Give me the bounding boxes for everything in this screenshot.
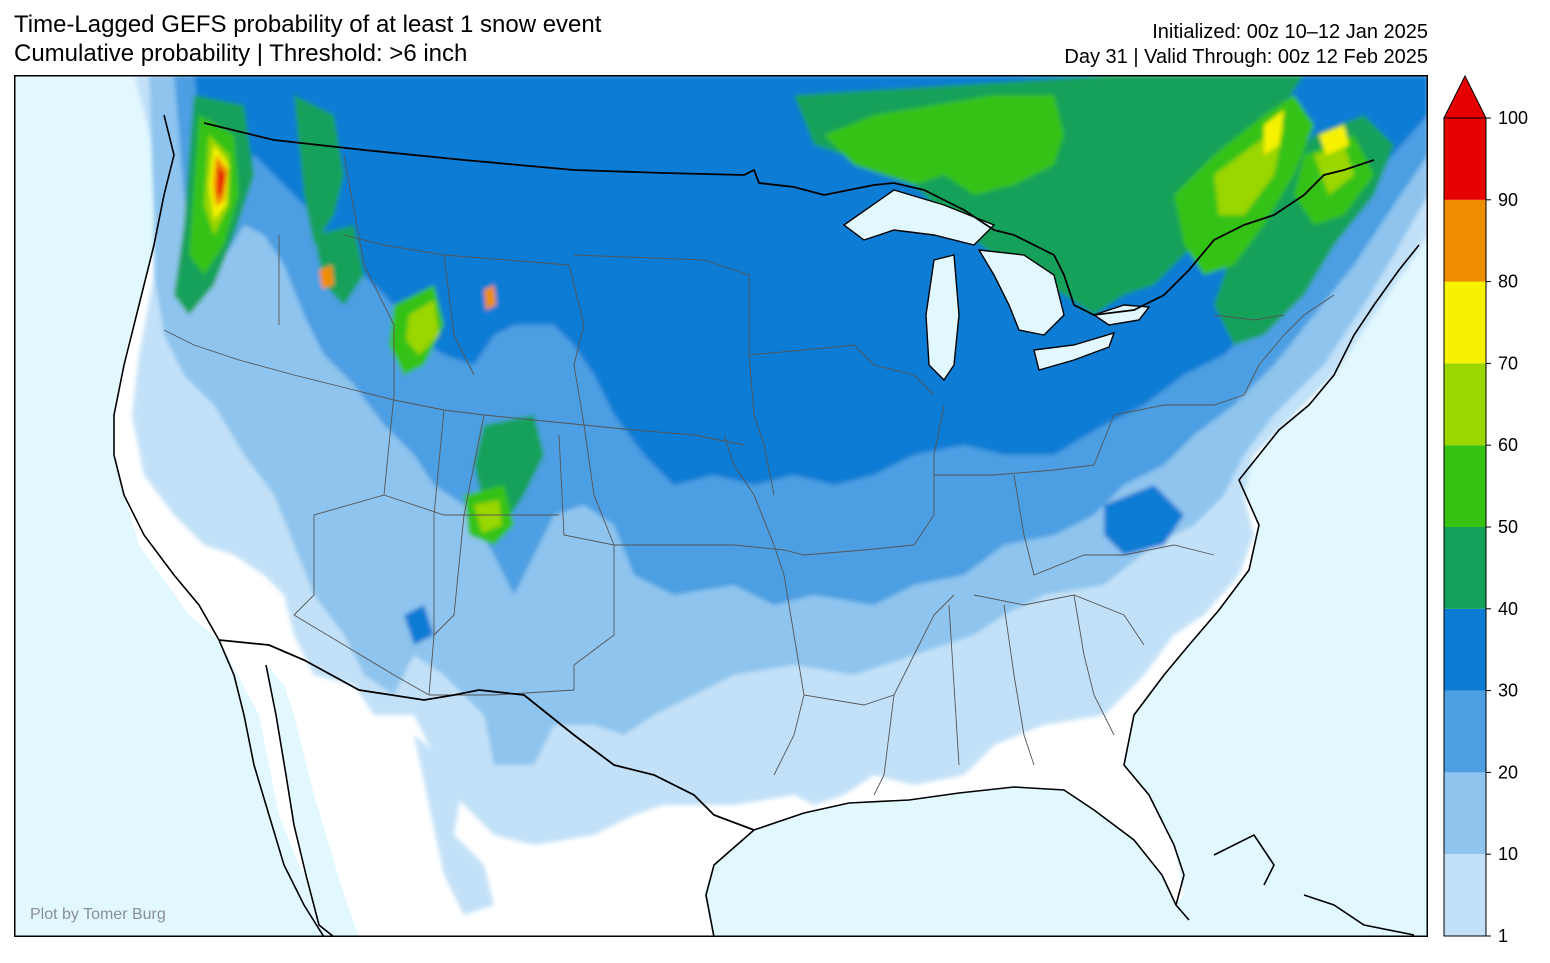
- colorbar-tick-label: 100: [1498, 108, 1528, 128]
- colorbar-tick-label: 80: [1498, 272, 1518, 292]
- snow-probability-map: [14, 75, 1428, 937]
- init-line-2: Day 31 | Valid Through: 00z 12 Feb 2025: [1064, 46, 1428, 68]
- colorbar-segment: [1444, 199, 1486, 282]
- colorbar-segment: [1444, 281, 1486, 364]
- colorbar-tick-label: 40: [1498, 599, 1518, 619]
- init-info: Initialized: 00z 10–12 Jan 2025 Day 31 |…: [1064, 20, 1428, 70]
- lake-huron: [977, 249, 1065, 336]
- colorbar-segment: [1444, 445, 1486, 527]
- plot-title: Time-Lagged GEFS probability of at least…: [14, 10, 601, 68]
- init-line-1: Initialized: 00z 10–12 Jan 2025: [1152, 21, 1428, 43]
- colorbar-extend-arrow: [1443, 74, 1487, 119]
- us-canada-border: [203, 122, 1375, 316]
- colorbar-tick-label: 90: [1498, 190, 1518, 210]
- colorbar-segment: [1444, 118, 1486, 200]
- pacific-baja: [14, 615, 304, 937]
- colorbar-segment: [1444, 690, 1486, 773]
- us-mexico-border: [218, 639, 755, 831]
- lake-erie: [1033, 331, 1116, 371]
- gulf-of-california: [266, 665, 359, 937]
- map-frame: [14, 75, 1428, 937]
- colorbar-segment: [1444, 363, 1486, 446]
- colorbar-tick-label: 70: [1498, 353, 1518, 373]
- colorbar-tick-label: 60: [1498, 435, 1518, 455]
- gulf-of-mexico: [704, 787, 1194, 937]
- colorbar-tick-label: 50: [1498, 517, 1518, 537]
- colorbar-tick-label: 1: [1498, 926, 1508, 946]
- colorbar-segment: [1444, 854, 1486, 936]
- title-line-1: Time-Lagged GEFS probability of at least…: [14, 11, 602, 38]
- colorbar-tick-label: 10: [1498, 844, 1518, 864]
- colorbar-segment: [1444, 608, 1486, 691]
- lake-michigan: [925, 254, 960, 382]
- plot-credit: Plot by Tomer Burg: [30, 906, 166, 923]
- lake-superior: [842, 189, 996, 246]
- colorbar-segment: [1444, 527, 1486, 609]
- colorbar-segment: [1444, 772, 1486, 855]
- colorbar-tick-label: 30: [1498, 681, 1518, 701]
- title-line-2: Cumulative probability | Threshold: >6 i…: [14, 40, 468, 67]
- colorbar-tick-label: 20: [1498, 762, 1518, 782]
- colorbar: 1 10 20 30 40 50 60 70 80 90 100: [1443, 74, 1528, 946]
